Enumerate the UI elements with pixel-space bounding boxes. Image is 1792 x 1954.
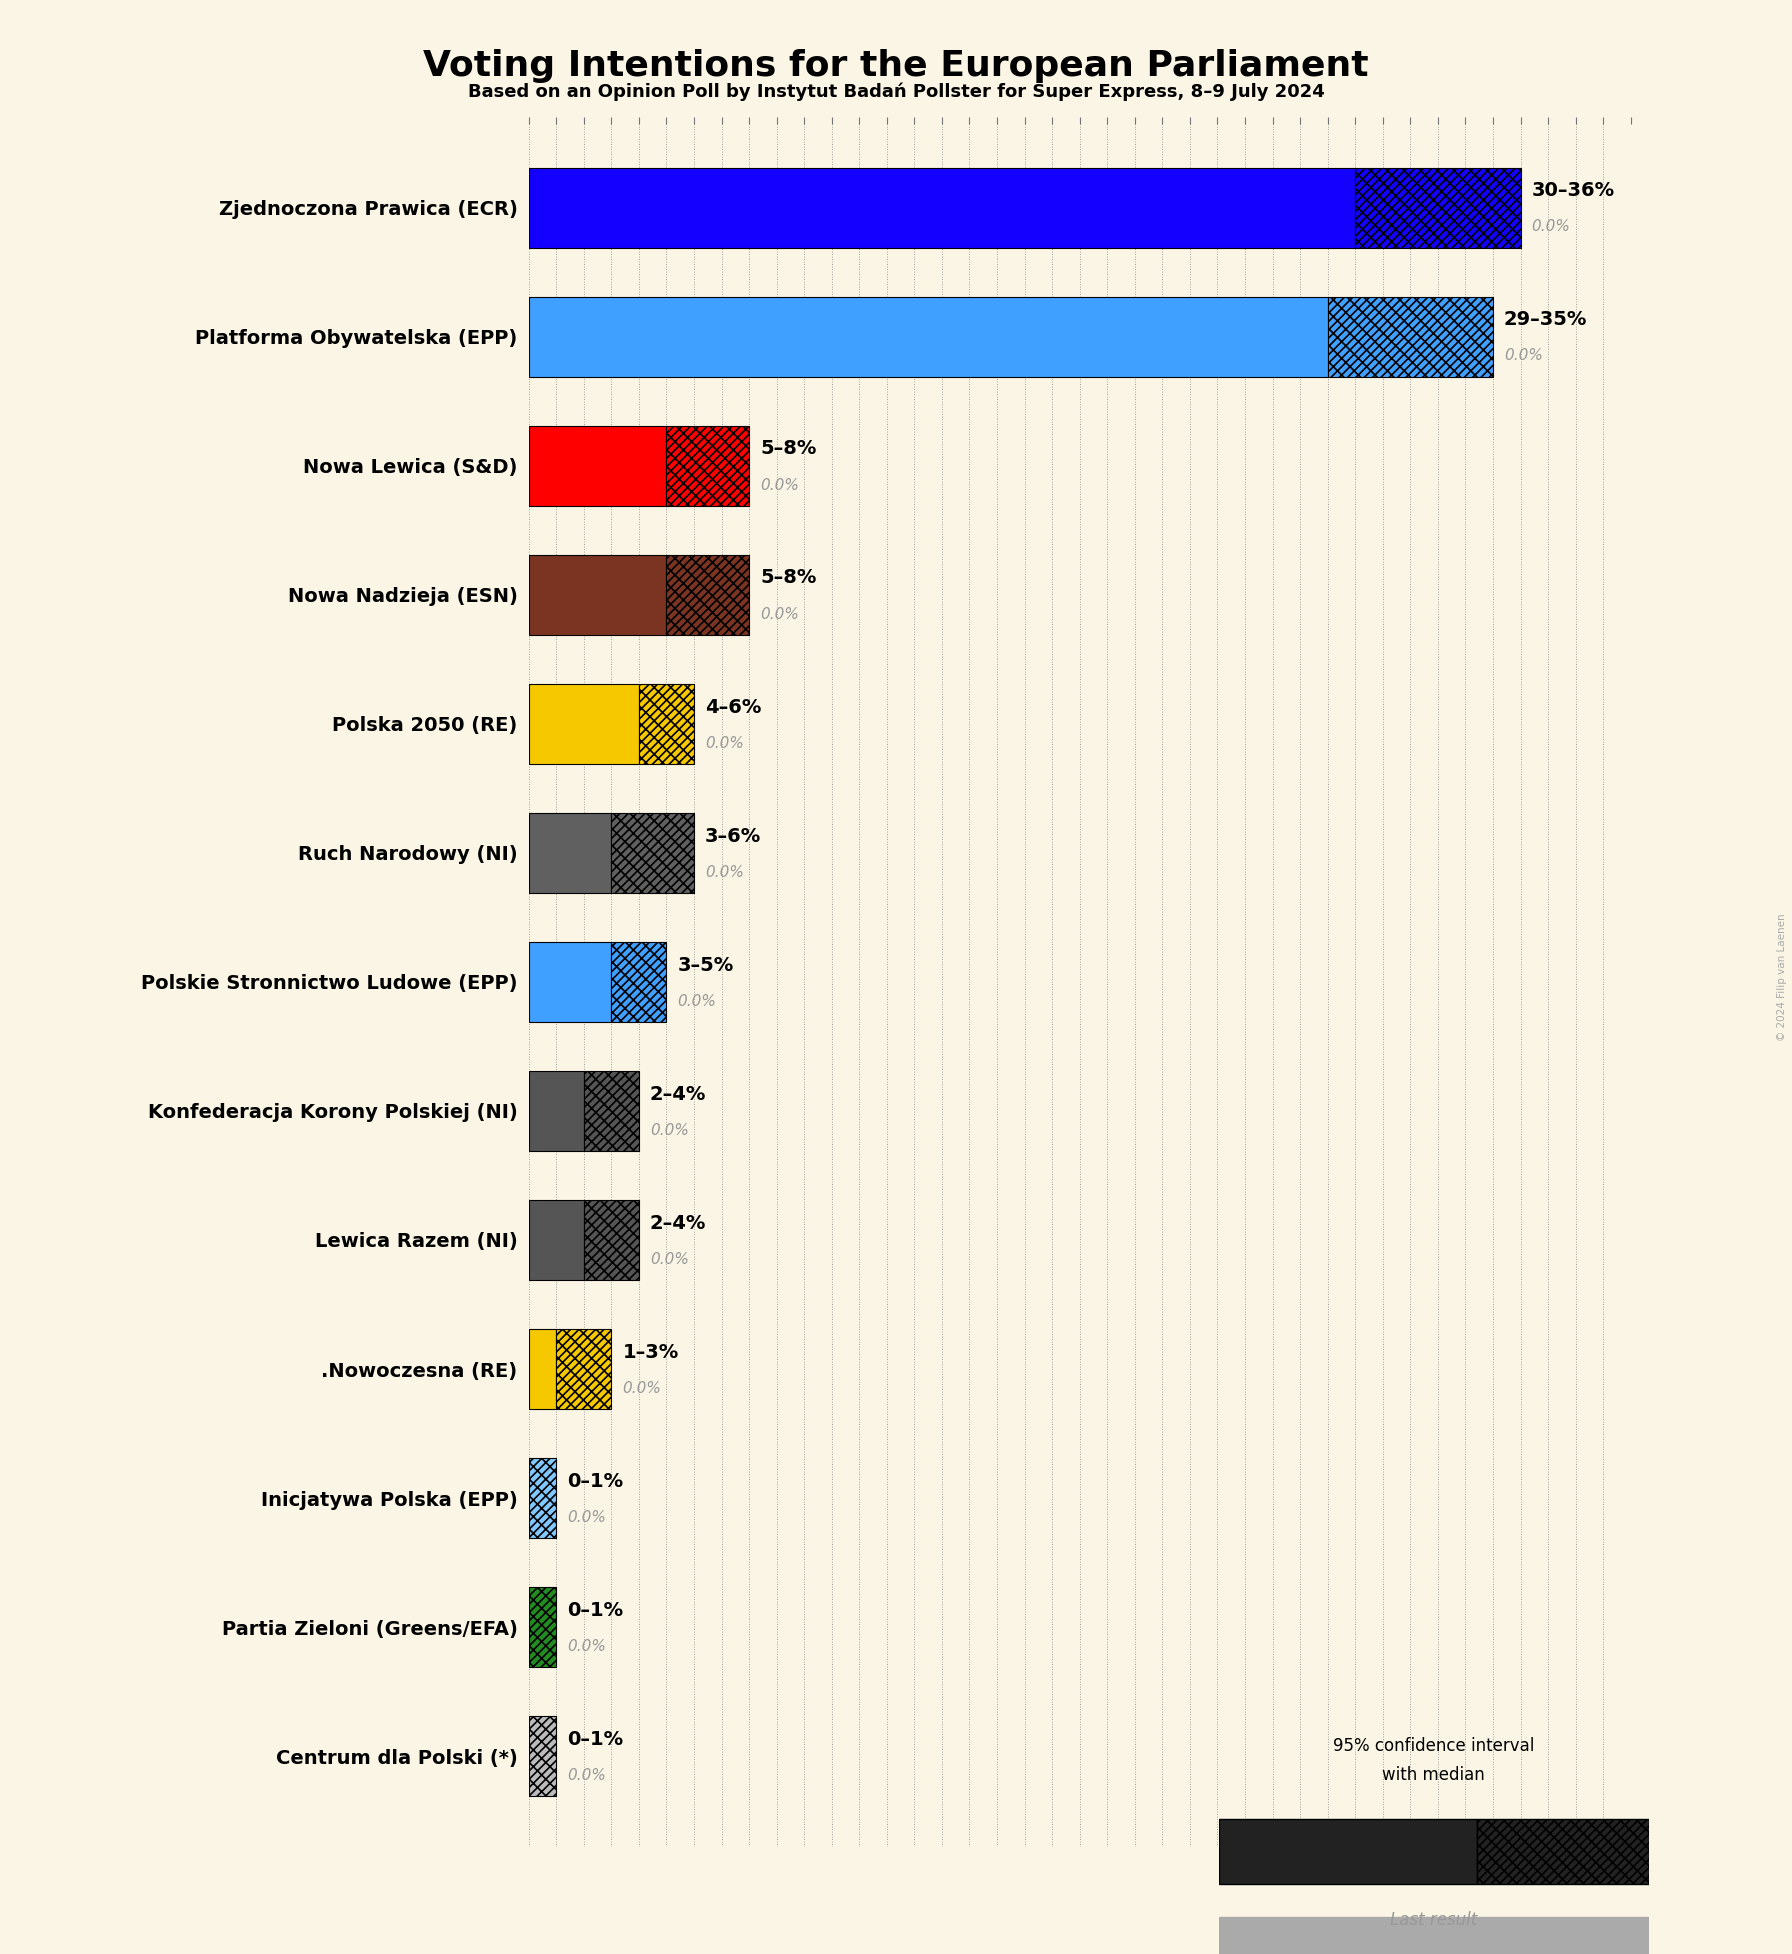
- Text: Based on an Opinion Poll by Instytut Badań Pollster for Super Express, 8–9 July : Based on an Opinion Poll by Instytut Bad…: [468, 82, 1324, 100]
- Text: 0.0%: 0.0%: [568, 1510, 606, 1524]
- Text: Last result: Last result: [1391, 1911, 1477, 1929]
- Text: Voting Intentions for the European Parliament: Voting Intentions for the European Parli…: [423, 49, 1369, 82]
- Bar: [1219, 1917, 1649, 1954]
- Text: 2–4%: 2–4%: [650, 1084, 706, 1104]
- Text: 0.0%: 0.0%: [760, 606, 799, 621]
- Text: 0.0%: 0.0%: [1532, 219, 1570, 234]
- Text: 0–1%: 0–1%: [568, 1729, 624, 1749]
- Text: 0.0%: 0.0%: [760, 477, 799, 492]
- Text: 0–1%: 0–1%: [568, 1471, 624, 1491]
- Text: 0.0%: 0.0%: [622, 1381, 661, 1395]
- Bar: [1328, 297, 1493, 377]
- Bar: [1477, 1819, 1649, 1884]
- Text: 95% confidence interval: 95% confidence interval: [1333, 1737, 1534, 1755]
- Bar: [529, 168, 1355, 248]
- Bar: [638, 684, 694, 764]
- Bar: [529, 297, 1328, 377]
- Bar: [611, 942, 667, 1022]
- Text: 0.0%: 0.0%: [650, 1253, 688, 1266]
- Bar: [529, 1329, 556, 1409]
- Text: 3–5%: 3–5%: [677, 956, 733, 975]
- Text: with median: with median: [1382, 1766, 1486, 1784]
- Bar: [529, 1458, 556, 1538]
- Text: 2–4%: 2–4%: [650, 1213, 706, 1233]
- Text: 0.0%: 0.0%: [704, 866, 744, 879]
- Text: 5–8%: 5–8%: [760, 440, 817, 459]
- Bar: [529, 813, 611, 893]
- Text: 0.0%: 0.0%: [704, 735, 744, 750]
- Bar: [529, 1587, 556, 1667]
- Text: 3–6%: 3–6%: [704, 827, 762, 846]
- Text: 0.0%: 0.0%: [1503, 348, 1543, 363]
- Text: 0–1%: 0–1%: [568, 1600, 624, 1620]
- Bar: [611, 813, 694, 893]
- Text: 5–8%: 5–8%: [760, 569, 817, 588]
- Bar: [529, 555, 667, 635]
- Text: © 2024 Filip van Laenen: © 2024 Filip van Laenen: [1776, 913, 1787, 1041]
- Text: 0.0%: 0.0%: [568, 1768, 606, 1784]
- Bar: [1355, 168, 1520, 248]
- Bar: [529, 942, 611, 1022]
- Bar: [529, 1716, 556, 1796]
- Bar: [529, 684, 638, 764]
- Bar: [529, 426, 667, 506]
- Bar: [667, 555, 749, 635]
- Text: 0.0%: 0.0%: [677, 995, 717, 1008]
- Bar: [584, 1200, 640, 1280]
- Bar: [1219, 1819, 1477, 1884]
- Bar: [529, 1071, 584, 1151]
- Bar: [667, 426, 749, 506]
- Bar: [529, 1200, 584, 1280]
- Text: 30–36%: 30–36%: [1532, 182, 1615, 201]
- Bar: [556, 1329, 611, 1409]
- Bar: [584, 1071, 640, 1151]
- Text: 0.0%: 0.0%: [650, 1124, 688, 1137]
- Text: 0.0%: 0.0%: [568, 1639, 606, 1653]
- Text: 29–35%: 29–35%: [1503, 311, 1588, 330]
- Text: 4–6%: 4–6%: [704, 698, 762, 717]
- Text: 1–3%: 1–3%: [622, 1342, 679, 1362]
